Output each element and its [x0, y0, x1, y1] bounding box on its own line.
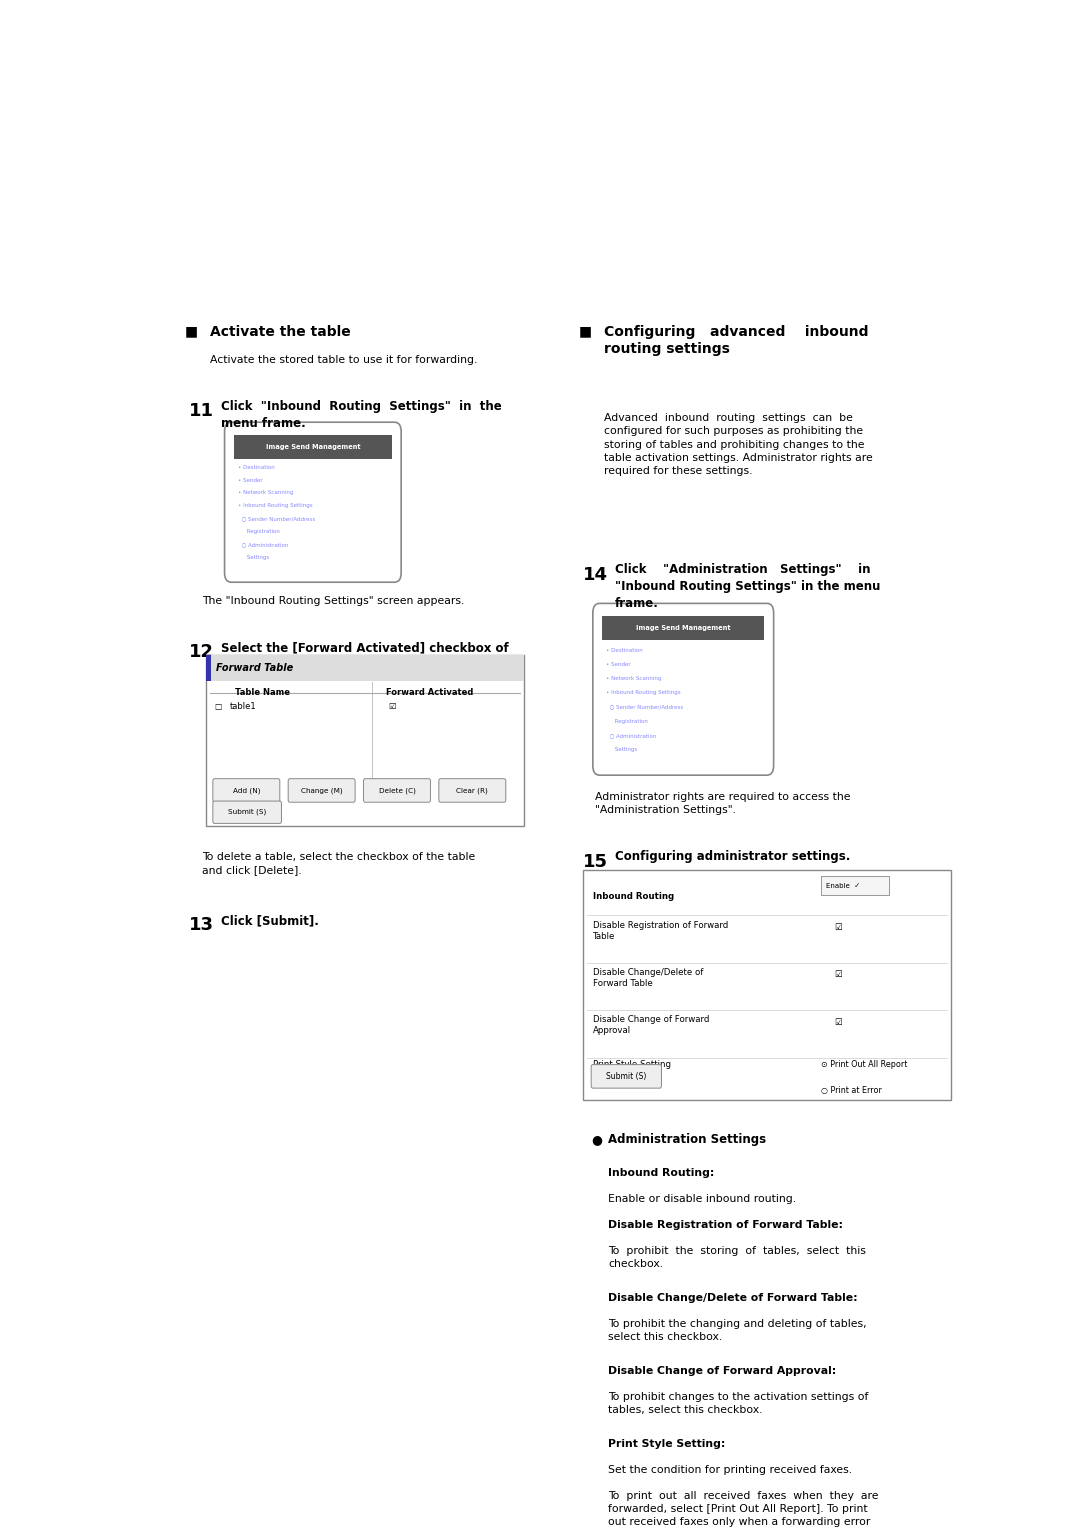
- Text: ○ Sender Number/Address: ○ Sender Number/Address: [238, 516, 315, 521]
- Text: Forward Table: Forward Table: [216, 663, 294, 674]
- Text: □: □: [215, 703, 221, 711]
- FancyBboxPatch shape: [821, 877, 889, 895]
- Bar: [602, 616, 765, 640]
- Text: Table Name: Table Name: [235, 688, 291, 697]
- FancyBboxPatch shape: [364, 779, 431, 802]
- Text: To  prohibit  the  storing  of  tables,  select  this
checkbox.: To prohibit the storing of tables, selec…: [608, 1245, 866, 1268]
- Text: Enable  ✓: Enable ✓: [825, 883, 860, 889]
- Text: Add (N): Add (N): [232, 787, 260, 793]
- Text: Administration Settings: Administration Settings: [608, 1132, 766, 1146]
- Text: Set the condition for printing received faxes.: Set the condition for printing received …: [608, 1465, 852, 1475]
- Text: Enable or disable inbound routing.: Enable or disable inbound routing.: [608, 1193, 796, 1204]
- Text: Settings: Settings: [238, 555, 269, 561]
- Text: Submit (S): Submit (S): [228, 808, 267, 816]
- Text: 14: 14: [583, 565, 608, 584]
- Text: Click [Submit].: Click [Submit].: [221, 914, 319, 927]
- Text: Disable Registration of Forward
Table: Disable Registration of Forward Table: [593, 921, 728, 941]
- Text: 12: 12: [189, 643, 215, 662]
- Text: Administrator rights are required to access the
"Administration Settings".: Administrator rights are required to acc…: [595, 792, 851, 814]
- Text: • Sender: • Sender: [606, 662, 631, 668]
- Text: Click    "Administration   Settings"    in
"Inbound Routing Settings" in the men: Click "Administration Settings" in "Inbo…: [615, 564, 880, 610]
- Text: Activate the stored table to use it for forwarding.: Activate the stored table to use it for …: [211, 354, 477, 365]
- FancyBboxPatch shape: [213, 779, 280, 802]
- FancyBboxPatch shape: [288, 779, 355, 802]
- Text: • Network Scanning: • Network Scanning: [606, 677, 662, 681]
- Text: ○ Print at Error: ○ Print at Error: [822, 1086, 882, 1094]
- Text: table1: table1: [230, 703, 256, 711]
- Text: Registration: Registration: [606, 718, 648, 724]
- Text: 11: 11: [189, 402, 215, 420]
- Text: Change (M): Change (M): [301, 787, 342, 793]
- Text: • Destination: • Destination: [606, 648, 643, 652]
- Text: Image Send Management: Image Send Management: [636, 625, 730, 631]
- Text: Advanced  inbound  routing  settings  can  be
configured for such purposes as pr: Advanced inbound routing settings can be…: [604, 413, 873, 477]
- Text: Registration: Registration: [238, 529, 280, 535]
- Bar: [206, 656, 524, 825]
- Bar: [206, 656, 524, 681]
- Text: Configuring   advanced    inbound
routing settings: Configuring advanced inbound routing set…: [604, 324, 868, 356]
- Text: Inbound Routing: Inbound Routing: [593, 892, 674, 900]
- Text: To prohibit changes to the activation settings of
tables, select this checkbox.: To prohibit changes to the activation se…: [608, 1392, 868, 1415]
- FancyBboxPatch shape: [591, 1065, 661, 1088]
- Text: ☑: ☑: [834, 1018, 841, 1027]
- Text: ⊙ Print Out All Report: ⊙ Print Out All Report: [822, 1060, 907, 1070]
- Text: The "Inbound Routing Settings" screen appears.: The "Inbound Routing Settings" screen ap…: [202, 596, 464, 607]
- Bar: [233, 435, 392, 458]
- Text: • Network Scanning: • Network Scanning: [238, 490, 294, 495]
- Text: Activate the table: Activate the table: [211, 324, 351, 339]
- Text: Click  "Inbound  Routing  Settings"  in  the
menu frame.: Click "Inbound Routing Settings" in the …: [221, 400, 502, 429]
- Text: Forward Activated: Forward Activated: [387, 688, 473, 697]
- FancyBboxPatch shape: [593, 604, 773, 775]
- Text: ○ Sender Number/Address: ○ Sender Number/Address: [606, 704, 684, 709]
- FancyBboxPatch shape: [213, 801, 282, 824]
- Text: • Inbound Routing Settings: • Inbound Routing Settings: [606, 691, 680, 695]
- Text: To  print  out  all  received  faxes  when  they  are
forwarded, select [Print O: To print out all received faxes when the…: [608, 1490, 878, 1528]
- Bar: [583, 871, 951, 1100]
- Text: Configuring administrator settings.: Configuring administrator settings.: [615, 851, 850, 863]
- Text: • Inbound Routing Settings: • Inbound Routing Settings: [238, 503, 312, 509]
- Text: Disable Change/Delete of
Forward Table: Disable Change/Delete of Forward Table: [593, 969, 703, 989]
- Text: 13: 13: [189, 917, 215, 934]
- Text: ☑: ☑: [834, 923, 841, 932]
- Text: Settings: Settings: [606, 747, 637, 752]
- FancyBboxPatch shape: [225, 422, 401, 582]
- Text: Select the [Forward Activated] checkbox of
the table that you wish to activate.: Select the [Forward Activated] checkbox …: [221, 642, 509, 671]
- Text: To prohibit the changing and deleting of tables,
select this checkbox.: To prohibit the changing and deleting of…: [608, 1319, 866, 1342]
- Text: ☑: ☑: [834, 970, 841, 979]
- FancyBboxPatch shape: [438, 779, 505, 802]
- Text: Clear (R): Clear (R): [457, 787, 488, 793]
- Bar: [206, 656, 212, 681]
- Text: Delete (C): Delete (C): [379, 787, 416, 793]
- Text: Print Style Setting: Print Style Setting: [593, 1060, 671, 1070]
- Text: ■: ■: [579, 324, 592, 339]
- Text: 15: 15: [583, 853, 608, 871]
- Text: ●: ●: [591, 1132, 602, 1146]
- Text: ○ Administration: ○ Administration: [606, 733, 657, 738]
- Text: • Destination: • Destination: [238, 465, 274, 469]
- Text: ○ Administration: ○ Administration: [238, 542, 288, 547]
- Text: • Sender: • Sender: [238, 477, 262, 483]
- Text: Print Style Setting:: Print Style Setting:: [608, 1439, 726, 1449]
- Text: Image Send Management: Image Send Management: [266, 445, 360, 449]
- Text: Disable Change of Forward
Approval: Disable Change of Forward Approval: [593, 1015, 710, 1036]
- Text: ☑: ☑: [389, 703, 396, 711]
- Text: Disable Registration of Forward Table:: Disable Registration of Forward Table:: [608, 1219, 842, 1230]
- Text: ■: ■: [186, 324, 199, 339]
- Text: Submit (S): Submit (S): [606, 1071, 647, 1080]
- Text: Disable Change of Forward Approval:: Disable Change of Forward Approval:: [608, 1366, 836, 1375]
- Text: Disable Change/Delete of Forward Table:: Disable Change/Delete of Forward Table:: [608, 1293, 858, 1303]
- Text: Inbound Routing:: Inbound Routing:: [608, 1167, 714, 1178]
- Text: To delete a table, select the checkbox of the table
and click [Delete].: To delete a table, select the checkbox o…: [202, 851, 475, 876]
